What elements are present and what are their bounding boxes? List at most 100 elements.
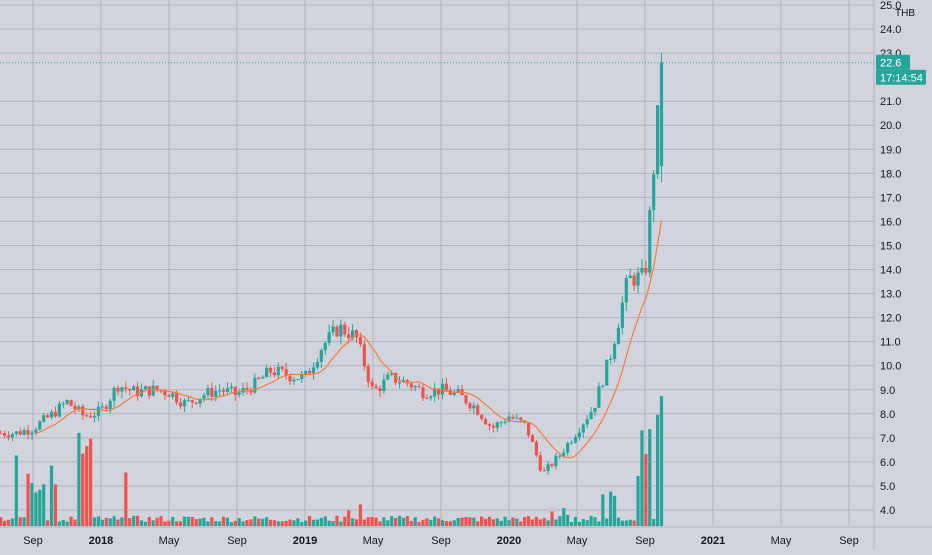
volume-bar — [132, 515, 136, 526]
candle-body — [366, 366, 370, 382]
volume-bar — [413, 517, 417, 526]
volume-bar — [120, 517, 124, 526]
volume-bar — [96, 516, 101, 526]
candle-body — [42, 415, 46, 422]
time-tick-label: 2021 — [701, 535, 725, 547]
candle-body — [175, 393, 179, 403]
volume-bar — [214, 521, 218, 526]
candle-body — [394, 372, 398, 383]
candle-body — [159, 390, 163, 392]
candle-body — [499, 422, 503, 424]
price-tick-label: 15.0 — [880, 240, 901, 252]
candle-body — [397, 382, 402, 384]
volume-bar — [61, 519, 65, 526]
volume-bar — [206, 521, 210, 526]
volume-bar — [81, 453, 85, 526]
candle-body — [85, 415, 89, 417]
candle-body — [585, 419, 589, 425]
volume-bar — [632, 520, 636, 526]
volume-bar — [100, 519, 104, 526]
volume-bar — [609, 491, 613, 526]
price-tick-label: 8.0 — [880, 409, 895, 421]
time-tick-label: May — [771, 535, 792, 547]
candle-body — [151, 385, 155, 396]
price-axis[interactable]: 25.024.023.021.020.019.018.017.016.015.0… — [873, 0, 901, 550]
candle-body — [104, 406, 108, 410]
price-tick-label: 16.0 — [880, 216, 901, 228]
volume-bar — [597, 521, 601, 526]
candle-body — [280, 366, 284, 370]
volume-bar — [366, 517, 370, 526]
volume-bar — [77, 432, 81, 526]
volume-bar — [315, 519, 320, 526]
candle-body — [53, 411, 58, 417]
candle-body — [178, 402, 183, 407]
candle-body — [437, 388, 441, 395]
volume-bar — [495, 518, 499, 526]
volume-bar — [167, 520, 171, 526]
countdown-badge-bg — [876, 69, 926, 85]
candle-body — [601, 385, 605, 387]
volume-bar — [499, 520, 503, 526]
time-tick-label: May — [159, 535, 180, 547]
volume-bar — [358, 504, 363, 526]
candle-body — [362, 344, 366, 367]
candle-body — [476, 405, 480, 415]
candle-body — [18, 431, 22, 435]
volume-bar — [487, 516, 492, 526]
candle-body — [515, 417, 519, 419]
candle-body — [245, 387, 249, 390]
volume-bar — [620, 520, 624, 526]
volume-bar — [241, 521, 245, 526]
time-tick-label: Sep — [23, 535, 43, 547]
time-tick-label: 2020 — [497, 535, 521, 547]
volume-bar — [163, 521, 167, 526]
volume-bar — [49, 465, 54, 526]
volume-bar — [292, 520, 296, 526]
volume-bar — [480, 516, 484, 526]
volume-bar — [159, 516, 163, 526]
candle-body — [448, 390, 452, 395]
candle-body — [92, 415, 97, 418]
candle-body — [307, 370, 312, 374]
candle-body — [65, 400, 69, 404]
volume-bar — [433, 516, 437, 526]
candle-body — [550, 464, 554, 467]
volume-bar — [202, 517, 206, 526]
candle-body — [57, 403, 61, 417]
volume-bar — [257, 518, 261, 526]
volume-bar — [175, 521, 179, 526]
candle-body — [229, 386, 233, 389]
candle-body — [628, 275, 632, 278]
volume-layer — [0, 396, 664, 526]
candle-body — [468, 403, 472, 409]
candle-body — [609, 358, 613, 360]
volume-bar — [378, 521, 382, 526]
volume-bar — [3, 520, 7, 526]
price-tick-label: 20.0 — [880, 120, 901, 132]
volume-bar — [178, 521, 183, 526]
candle-body — [374, 386, 378, 389]
volume-bar — [370, 516, 374, 526]
volume-bar — [605, 518, 609, 526]
currency-label: THB — [895, 8, 915, 19]
volume-bar — [382, 517, 386, 526]
volume-bar — [550, 511, 554, 526]
price-tick-label: 7.0 — [880, 433, 895, 445]
candle-body — [526, 422, 531, 436]
candle-body — [96, 406, 101, 416]
volume-bar — [429, 519, 433, 526]
volume-bar — [10, 518, 15, 526]
candle-body — [569, 442, 574, 444]
volume-bar — [245, 520, 249, 526]
time-axis[interactable]: Sep 2018 May Sep 2019 May Sep 2020 May Sep 2021 May… — [0, 526, 932, 547]
candle-body — [167, 395, 171, 397]
volume-bar — [280, 521, 284, 526]
volume-bar — [186, 516, 190, 526]
volume-bar — [417, 521, 421, 526]
candle-body — [456, 388, 460, 392]
volume-bar — [448, 521, 452, 526]
candle-body — [413, 386, 417, 388]
